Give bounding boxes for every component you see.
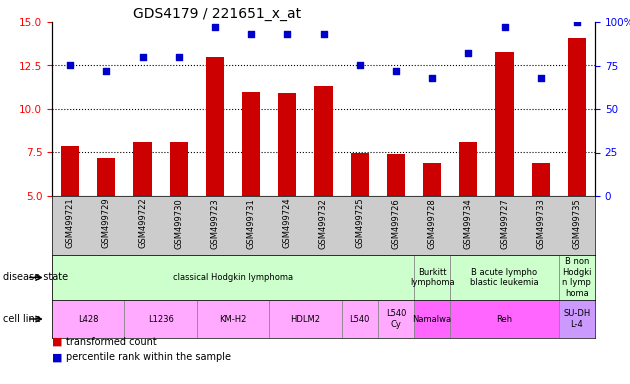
Text: GSM499723: GSM499723 xyxy=(210,198,219,248)
Text: B non
Hodgki
n lymp
homa: B non Hodgki n lymp homa xyxy=(562,257,592,298)
Text: GSM499726: GSM499726 xyxy=(391,198,401,248)
Point xyxy=(355,63,365,69)
Text: Burkitt
lymphoma: Burkitt lymphoma xyxy=(410,268,454,287)
Text: GSM499735: GSM499735 xyxy=(573,198,581,248)
Point xyxy=(137,54,147,60)
Text: ■: ■ xyxy=(52,337,66,347)
Point xyxy=(174,54,184,60)
Text: GSM499731: GSM499731 xyxy=(246,198,256,248)
Bar xyxy=(559,300,595,338)
Bar xyxy=(278,93,296,196)
Text: transformed count: transformed count xyxy=(66,337,157,347)
Text: L540
Cy: L540 Cy xyxy=(386,309,406,329)
Bar xyxy=(314,86,333,196)
Text: GSM499725: GSM499725 xyxy=(355,198,364,248)
Text: percentile rank within the sample: percentile rank within the sample xyxy=(66,353,231,362)
Text: GSM499730: GSM499730 xyxy=(175,198,183,248)
Point xyxy=(65,63,75,69)
Point xyxy=(536,74,546,81)
Point xyxy=(500,24,510,30)
Point xyxy=(282,31,292,37)
Bar xyxy=(414,300,450,338)
Point xyxy=(246,31,256,37)
Point xyxy=(318,31,328,37)
Text: L540: L540 xyxy=(350,314,370,323)
Bar xyxy=(134,142,152,196)
Text: GSM499732: GSM499732 xyxy=(319,198,328,248)
Text: GDS4179 / 221651_x_at: GDS4179 / 221651_x_at xyxy=(134,7,302,21)
Bar xyxy=(532,163,550,196)
Text: GSM499734: GSM499734 xyxy=(464,198,472,248)
Text: GSM499729: GSM499729 xyxy=(102,198,111,248)
Bar xyxy=(450,255,559,300)
Bar xyxy=(52,300,124,338)
Point xyxy=(391,68,401,74)
Point xyxy=(572,19,582,25)
Text: ■: ■ xyxy=(52,353,66,362)
Text: Reh: Reh xyxy=(496,314,513,323)
Bar xyxy=(459,142,478,196)
Text: L428: L428 xyxy=(78,314,98,323)
Text: GSM499724: GSM499724 xyxy=(283,198,292,248)
Text: B acute lympho
blastic leukemia: B acute lympho blastic leukemia xyxy=(470,268,539,287)
Bar xyxy=(206,57,224,196)
Bar xyxy=(450,300,559,338)
Bar xyxy=(341,300,378,338)
Text: disease state: disease state xyxy=(3,273,68,283)
Text: KM-H2: KM-H2 xyxy=(219,314,247,323)
Bar xyxy=(242,92,260,196)
Bar xyxy=(495,51,513,196)
Point xyxy=(101,68,112,74)
Text: GSM499722: GSM499722 xyxy=(138,198,147,248)
Point xyxy=(427,74,437,81)
Bar xyxy=(387,154,405,196)
Bar xyxy=(269,300,341,338)
Point xyxy=(210,24,220,30)
Bar xyxy=(559,255,595,300)
Bar xyxy=(351,152,369,196)
Bar xyxy=(169,142,188,196)
Point xyxy=(463,50,473,56)
Text: SU-DH
L-4: SU-DH L-4 xyxy=(563,309,590,329)
Text: HDLM2: HDLM2 xyxy=(290,314,321,323)
Bar xyxy=(124,300,197,338)
Text: Namalwa: Namalwa xyxy=(413,314,452,323)
Text: GSM499728: GSM499728 xyxy=(428,198,437,248)
Text: GSM499727: GSM499727 xyxy=(500,198,509,248)
Bar xyxy=(568,38,586,196)
Bar xyxy=(378,300,414,338)
Bar xyxy=(61,146,79,196)
Bar xyxy=(197,300,269,338)
Text: cell line: cell line xyxy=(3,314,41,324)
Text: L1236: L1236 xyxy=(147,314,173,323)
Text: GSM499721: GSM499721 xyxy=(66,198,74,248)
Text: classical Hodgkin lymphoma: classical Hodgkin lymphoma xyxy=(173,273,293,282)
Bar xyxy=(423,163,441,196)
Bar xyxy=(52,255,414,300)
Text: GSM499733: GSM499733 xyxy=(536,198,545,249)
Bar xyxy=(97,158,115,196)
Bar xyxy=(414,255,450,300)
